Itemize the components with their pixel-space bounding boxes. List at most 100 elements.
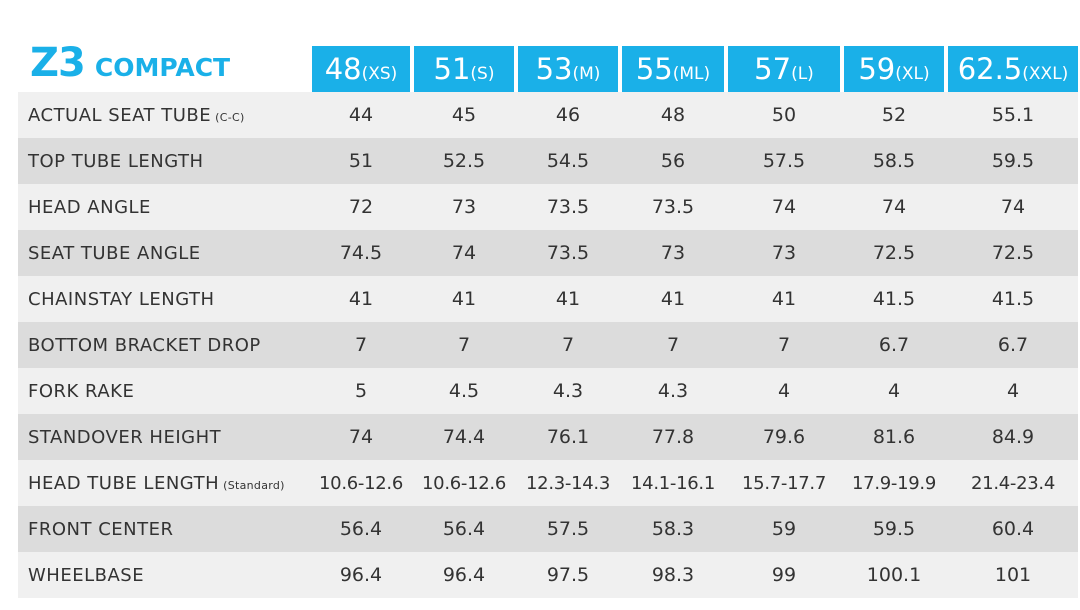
table-cell: 15.7-17.7: [724, 460, 840, 506]
table-cell: 55.1: [944, 92, 1078, 138]
table-cell: 7: [618, 322, 724, 368]
table-cell: 4.3: [618, 368, 724, 414]
row-label: BOTTOM BRACKET DROP: [28, 334, 261, 356]
size-label: (L): [791, 64, 814, 84]
geometry-table: 48(XS) 51(S) 53(M) 55(ML) 57(L) 59(XL) 62.5(XX…: [18, 46, 1078, 598]
table-row: FRONT CENTER 56.4 56.4 57.5 58.3 59 59.5 60.4: [18, 506, 1078, 552]
table-cell: 21.4-23.4: [944, 460, 1078, 506]
table-cell: 52.5: [410, 138, 514, 184]
row-label: HEAD TUBE LENGTH: [28, 472, 220, 494]
table-cell: 41.5: [840, 276, 944, 322]
size-header-3: 55(ML): [618, 46, 724, 92]
size-number: 55: [635, 52, 673, 86]
table-cell: 56: [618, 138, 724, 184]
size-header-4: 57(L): [724, 46, 840, 92]
table-cell: 44: [308, 92, 410, 138]
table-cell: 6.7: [840, 322, 944, 368]
table-row: ACTUAL SEAT TUBE (C-C) 44 45 46 48 50 52 55.1: [18, 92, 1078, 138]
size-header-5: 59(XL): [840, 46, 944, 92]
chart-title: Z3 COMPACT: [30, 40, 230, 96]
table-cell: 59: [724, 506, 840, 552]
table-cell: 52: [840, 92, 944, 138]
table-cell: 96.4: [410, 552, 514, 598]
size-header-0: 48(XS): [308, 46, 410, 92]
table-cell: 4.5: [410, 368, 514, 414]
row-label-cell: FRONT CENTER: [18, 506, 308, 552]
size-number: 59: [858, 52, 896, 86]
table-cell: 99: [724, 552, 840, 598]
table-row: HEAD ANGLE 72 73 73.5 73.5 74 74 74: [18, 184, 1078, 230]
table-cell: 10.6-12.6: [410, 460, 514, 506]
table-cell: 12.3-14.3: [514, 460, 618, 506]
size-label: (M): [572, 64, 601, 84]
row-label: ACTUAL SEAT TUBE: [28, 104, 212, 126]
table-cell: 96.4: [308, 552, 410, 598]
table-cell: 4: [840, 368, 944, 414]
row-label-cell: STANDOVER HEIGHT: [18, 414, 308, 460]
table-cell: 57.5: [724, 138, 840, 184]
table-cell: 58.3: [618, 506, 724, 552]
table-cell: 45: [410, 92, 514, 138]
row-label-cell: SEAT TUBE ANGLE: [18, 230, 308, 276]
table-cell: 74.5: [308, 230, 410, 276]
size-number: 62.5: [957, 52, 1023, 86]
table-cell: 50: [724, 92, 840, 138]
table-cell: 7: [724, 322, 840, 368]
row-label-cell: TOP TUBE LENGTH: [18, 138, 308, 184]
row-label-cell: CHAINSTAY LENGTH: [18, 276, 308, 322]
table-cell: 60.4: [944, 506, 1078, 552]
table-cell: 6.7: [944, 322, 1078, 368]
size-header-2: 53(M): [514, 46, 618, 92]
table-cell: 74: [724, 184, 840, 230]
table-cell: 7: [514, 322, 618, 368]
table-cell: 7: [308, 322, 410, 368]
table-cell: 74: [410, 230, 514, 276]
geometry-table-body: ACTUAL SEAT TUBE (C-C) 44 45 46 48 50 52 55.1 TOP…: [18, 92, 1078, 598]
table-cell: 5: [308, 368, 410, 414]
table-row: WHEELBASE 96.4 96.4 97.5 98.3 99 100.1 101: [18, 552, 1078, 598]
table-row: HEAD TUBE LENGTH (Standard) 10.6-12.6 10.6-…: [18, 460, 1078, 506]
table-cell: 72: [308, 184, 410, 230]
table-cell: 17.9-19.9: [840, 460, 944, 506]
table-cell: 41: [724, 276, 840, 322]
table-cell: 59.5: [944, 138, 1078, 184]
table-cell: 59.5: [840, 506, 944, 552]
size-header-6: 62.5(XXL): [944, 46, 1078, 92]
size-number: 53: [535, 52, 573, 86]
table-cell: 56.4: [308, 506, 410, 552]
table-cell: 73: [724, 230, 840, 276]
size-number: 48: [324, 52, 362, 86]
table-cell: 48: [618, 92, 724, 138]
row-label-cell: HEAD TUBE LENGTH (Standard): [18, 460, 308, 506]
table-row: TOP TUBE LENGTH 51 52.5 54.5 56 57.5 58.5 59.5: [18, 138, 1078, 184]
table-cell: 97.5: [514, 552, 618, 598]
table-cell: 14.1-16.1: [618, 460, 724, 506]
table-cell: 73: [410, 184, 514, 230]
table-cell: 74.4: [410, 414, 514, 460]
table-cell: 73.5: [618, 184, 724, 230]
table-cell: 58.5: [840, 138, 944, 184]
row-label-cell: ACTUAL SEAT TUBE (C-C): [18, 92, 308, 138]
table-cell: 74: [944, 184, 1078, 230]
table-cell: 54.5: [514, 138, 618, 184]
size-number: 51: [433, 52, 471, 86]
table-cell: 41: [514, 276, 618, 322]
table-cell: 41.5: [944, 276, 1078, 322]
table-cell: 72.5: [840, 230, 944, 276]
size-label: (XS): [361, 64, 398, 84]
row-label-note: (Standard): [223, 478, 285, 492]
row-label: STANDOVER HEIGHT: [28, 426, 222, 448]
row-label-cell: HEAD ANGLE: [18, 184, 308, 230]
table-row: CHAINSTAY LENGTH 41 41 41 41 41 41.5 41.5: [18, 276, 1078, 322]
row-label: SEAT TUBE ANGLE: [28, 242, 201, 264]
row-label-cell: BOTTOM BRACKET DROP: [18, 322, 308, 368]
row-label: FRONT CENTER: [28, 518, 174, 540]
table-row: BOTTOM BRACKET DROP 7 7 7 7 7 6.7 6.7: [18, 322, 1078, 368]
table-cell: 74: [308, 414, 410, 460]
table-cell: 100.1: [840, 552, 944, 598]
table-cell: 72.5: [944, 230, 1078, 276]
table-cell: 74: [840, 184, 944, 230]
row-label-cell: FORK RAKE: [18, 368, 308, 414]
size-label: (XXL): [1022, 64, 1069, 84]
